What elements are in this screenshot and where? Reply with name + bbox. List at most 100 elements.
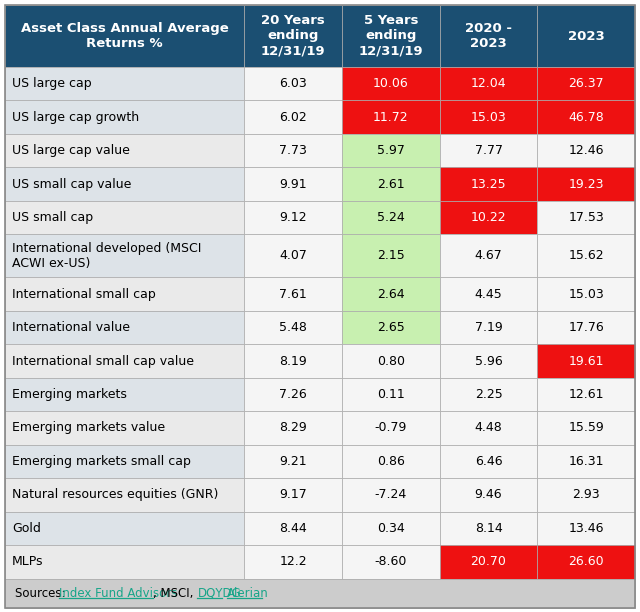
Bar	[440, 512, 538, 545]
Bar	[538, 277, 635, 311]
Bar	[5, 234, 244, 277]
Text: 0.86: 0.86	[377, 455, 405, 468]
Text: Natural resources equities (GNR): Natural resources equities (GNR)	[12, 488, 218, 501]
Text: 12.46: 12.46	[568, 144, 604, 157]
Text: 2.64: 2.64	[377, 288, 404, 300]
Text: 15.62: 15.62	[568, 249, 604, 263]
Bar	[440, 378, 538, 411]
Text: 17.76: 17.76	[568, 321, 604, 334]
Text: 12.04: 12.04	[470, 77, 506, 90]
Bar	[5, 67, 244, 100]
Text: MLPs: MLPs	[12, 555, 44, 569]
Bar	[342, 67, 440, 100]
Text: 5 Years
ending
12/31/19: 5 Years ending 12/31/19	[358, 15, 423, 58]
Bar	[5, 167, 244, 201]
Text: 4.07: 4.07	[279, 249, 307, 263]
Text: 2.15: 2.15	[377, 249, 404, 263]
Bar	[342, 134, 440, 167]
Text: 2.61: 2.61	[377, 177, 404, 190]
Text: 7.19: 7.19	[475, 321, 502, 334]
Bar	[5, 512, 244, 545]
Bar	[244, 378, 342, 411]
Bar	[538, 167, 635, 201]
Text: 7.61: 7.61	[279, 288, 307, 300]
Text: 17.53: 17.53	[568, 211, 604, 224]
Text: 9.46: 9.46	[475, 488, 502, 501]
Bar	[538, 545, 635, 578]
Text: Sources:: Sources:	[15, 587, 69, 600]
Text: 20.70: 20.70	[470, 555, 506, 569]
Text: 0.34: 0.34	[377, 522, 404, 535]
Bar	[5, 201, 244, 234]
Bar	[5, 478, 244, 512]
Text: 26.60: 26.60	[568, 555, 604, 569]
Bar	[342, 545, 440, 578]
Text: 2.65: 2.65	[377, 321, 404, 334]
Bar	[440, 201, 538, 234]
Bar	[244, 100, 342, 134]
Text: 12.2: 12.2	[280, 555, 307, 569]
Bar	[342, 167, 440, 201]
Text: 4.45: 4.45	[475, 288, 502, 300]
Bar	[538, 100, 635, 134]
Text: Gold: Gold	[12, 522, 41, 535]
Text: 6.02: 6.02	[279, 111, 307, 124]
Text: 15.03: 15.03	[470, 111, 506, 124]
Text: 8.14: 8.14	[475, 522, 502, 535]
Bar	[342, 5, 440, 67]
Text: 12.61: 12.61	[568, 388, 604, 401]
Bar	[538, 67, 635, 100]
Text: 8.29: 8.29	[279, 422, 307, 435]
Text: US large cap growth: US large cap growth	[12, 111, 139, 124]
Bar	[440, 134, 538, 167]
Bar	[244, 512, 342, 545]
Bar	[440, 5, 538, 67]
Text: 9.91: 9.91	[280, 177, 307, 190]
Text: Emerging markets small cap: Emerging markets small cap	[12, 455, 191, 468]
Bar	[538, 311, 635, 345]
Text: -0.79: -0.79	[374, 422, 407, 435]
Bar	[538, 478, 635, 512]
Bar	[244, 545, 342, 578]
Bar	[244, 234, 342, 277]
Bar	[538, 378, 635, 411]
Text: 10.06: 10.06	[373, 77, 409, 90]
Bar	[5, 5, 244, 67]
Text: International value: International value	[12, 321, 130, 334]
Text: International small cap: International small cap	[12, 288, 156, 300]
Text: 4.67: 4.67	[475, 249, 502, 263]
Text: US small cap: US small cap	[12, 211, 93, 224]
Bar	[244, 134, 342, 167]
Bar	[440, 411, 538, 445]
Text: 20 Years
ending
12/31/19: 20 Years ending 12/31/19	[261, 15, 326, 58]
Text: 5.97: 5.97	[377, 144, 405, 157]
Bar	[244, 67, 342, 100]
Text: US large cap value: US large cap value	[12, 144, 130, 157]
Text: 7.73: 7.73	[279, 144, 307, 157]
Bar	[440, 100, 538, 134]
Bar	[342, 345, 440, 378]
Text: 7.26: 7.26	[279, 388, 307, 401]
Text: 2023: 2023	[568, 29, 605, 42]
Bar	[5, 411, 244, 445]
Bar	[244, 201, 342, 234]
Bar	[244, 311, 342, 345]
Bar	[538, 201, 635, 234]
Bar	[5, 545, 244, 578]
Bar	[342, 445, 440, 478]
Bar	[342, 478, 440, 512]
Bar	[244, 411, 342, 445]
Text: 5.48: 5.48	[279, 321, 307, 334]
Text: 2.25: 2.25	[475, 388, 502, 401]
Bar	[342, 378, 440, 411]
Text: 15.03: 15.03	[568, 288, 604, 300]
Bar	[244, 445, 342, 478]
Text: 46.78: 46.78	[568, 111, 604, 124]
Text: International developed (MSCI
ACWI ex-US): International developed (MSCI ACWI ex-US…	[12, 242, 202, 270]
Text: Asset Class Annual Average
Returns %: Asset Class Annual Average Returns %	[21, 22, 228, 50]
Text: 16.31: 16.31	[568, 455, 604, 468]
Bar	[342, 100, 440, 134]
Bar	[244, 277, 342, 311]
Text: 11.72: 11.72	[373, 111, 409, 124]
Text: 7.77: 7.77	[474, 144, 502, 157]
